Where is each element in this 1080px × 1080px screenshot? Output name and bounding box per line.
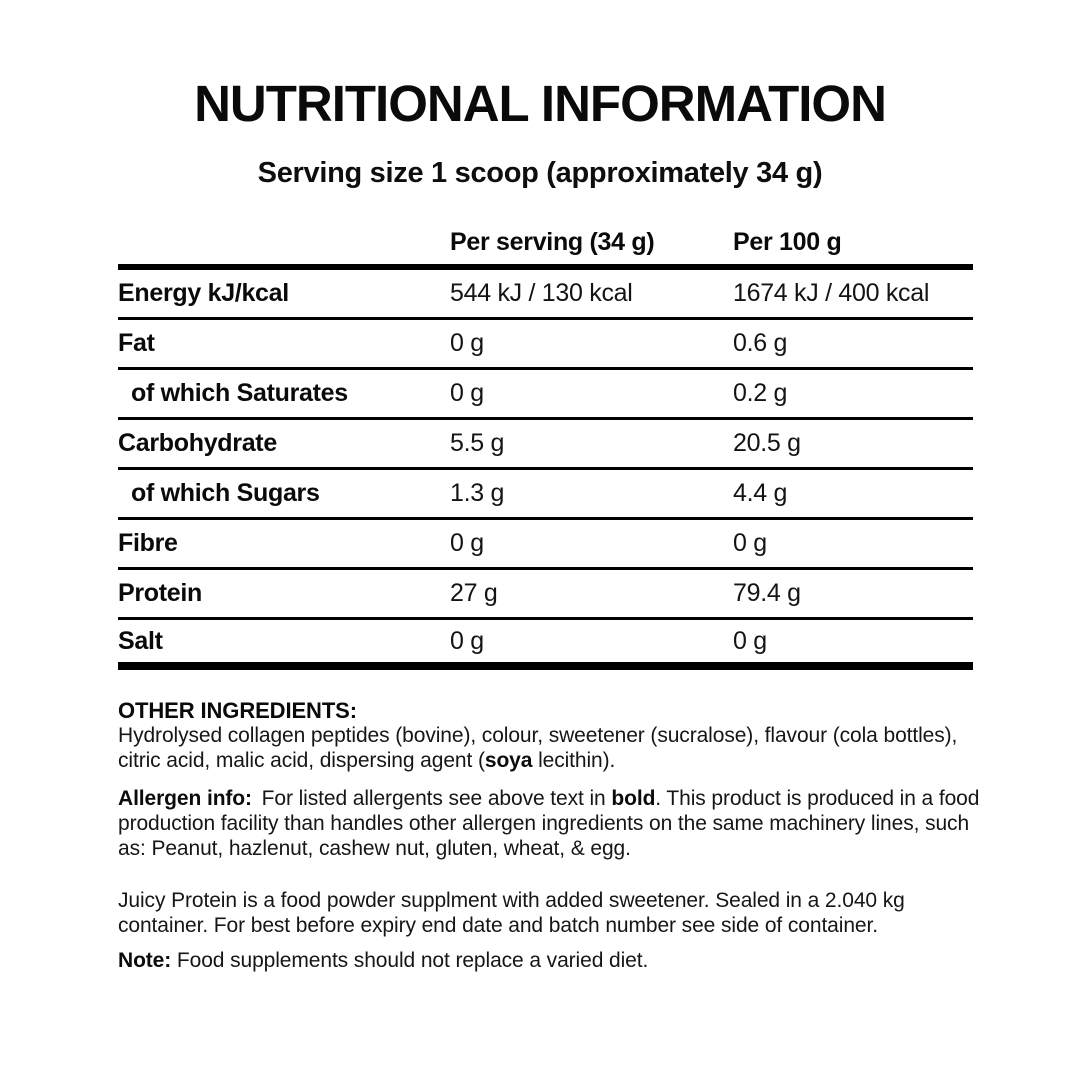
row-per-serving-value: 5.5 g — [450, 429, 505, 457]
header-per-serving: Per serving (34 g) — [450, 228, 655, 256]
allergen-text-part2: . This product is produced in a food pro… — [118, 787, 980, 860]
row-label: Protein — [118, 579, 203, 607]
row-label: of which Saturates — [131, 379, 348, 407]
table-row-energy: Energy kJ/kcal 544 kJ / 130 kcal 1674 kJ… — [118, 270, 973, 320]
other-ingredients-text: Hydrolysed collagen peptides (bovine), c… — [118, 723, 980, 773]
row-per-100g-value: 0 g — [733, 529, 767, 557]
row-per-serving-value: 544 kJ / 130 kcal — [450, 279, 633, 307]
row-label: of which Sugars — [131, 479, 320, 507]
row-per-serving-value: 0 g — [450, 379, 484, 407]
row-per-100g-value: 4.4 g — [733, 479, 788, 507]
row-label: Carbohydrate — [118, 429, 277, 457]
row-per-100g-value: 79.4 g — [733, 579, 801, 607]
row-per-serving-value: 1.3 g — [450, 479, 505, 507]
note-label: Note: — [118, 949, 172, 972]
note-text: Food supplements should not replace a va… — [171, 949, 649, 972]
row-label: Fibre — [118, 529, 178, 557]
table-row-fat: Fat 0 g 0.6 g — [118, 320, 973, 370]
row-label: Salt — [118, 626, 163, 655]
page-title: NUTRITIONAL INFORMATION — [194, 75, 887, 132]
row-per-100g-value: 1674 kJ / 400 kcal — [733, 279, 930, 307]
allergen-text-part1: For listed allergents see above text in — [255, 787, 612, 810]
allergen-info-paragraph: Allergen info: For listed allergents see… — [118, 786, 980, 861]
row-per-serving-value: 0 g — [450, 626, 484, 655]
table-row-salt: Salt 0 g 0 g — [118, 620, 973, 670]
ingredients-text-part2: lecithin). — [532, 749, 616, 772]
other-ingredients-heading: OTHER INGREDIENTS: — [118, 698, 357, 723]
row-per-100g-value: 20.5 g — [733, 429, 801, 457]
ingredients-text-part1: Hydrolysed collagen peptides (bovine), c… — [118, 724, 958, 772]
allergen-bold-word: bold — [611, 787, 656, 810]
ingredients-bold-soya: soya — [484, 749, 533, 772]
nutrition-table: Per serving (34 g) Per 100 g Energy kJ/k… — [118, 225, 973, 670]
table-row-protein: Protein 27 g 79.4 g — [118, 570, 973, 620]
serving-size-subtitle: Serving size 1 scoop (approximately 34 g… — [257, 157, 823, 189]
product-info-paragraph: Juicy Protein is a food powder supplment… — [118, 889, 905, 937]
table-row-fibre: Fibre 0 g 0 g — [118, 520, 973, 570]
row-per-serving-value: 0 g — [450, 529, 484, 557]
header-per-100g: Per 100 g — [733, 228, 842, 256]
row-per-100g-value: 0.2 g — [733, 379, 788, 407]
note-paragraph: Note: Food supplements should not replac… — [118, 948, 980, 973]
row-label: Fat — [118, 329, 155, 357]
table-row-carbohydrate: Carbohydrate 5.5 g 20.5 g — [118, 420, 973, 470]
footnotes-section: OTHER INGREDIENTS: Hydrolysed collagen p… — [118, 698, 980, 973]
allergen-info-label: Allergen info: — [118, 787, 252, 810]
row-per-serving-value: 0 g — [450, 329, 484, 357]
table-row-sugars: of which Sugars 1.3 g 4.4 g — [118, 470, 973, 520]
table-header-row: Per serving (34 g) Per 100 g — [118, 225, 973, 270]
row-label: Energy kJ/kcal — [118, 279, 289, 307]
row-per-100g-value: 0.6 g — [733, 329, 788, 357]
row-per-100g-value: 0 g — [733, 626, 767, 655]
row-per-serving-value: 27 g — [450, 579, 498, 607]
table-row-saturates: of which Saturates 0 g 0.2 g — [118, 370, 973, 420]
